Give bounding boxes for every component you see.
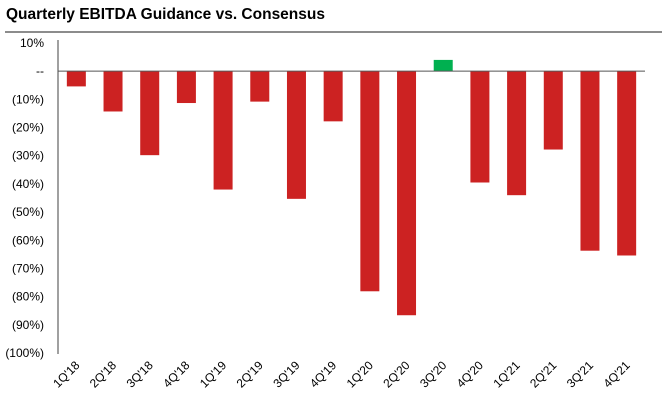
bar-2Q20 [397, 71, 417, 316]
bar-3Q18 [140, 71, 160, 156]
chart-title: Quarterly EBITDA Guidance vs. Consensus [6, 6, 325, 23]
x-tick-label: 1Q'19 [197, 358, 230, 391]
x-tick-label: 1Q'20 [344, 358, 377, 391]
x-tick-label: 2Q'20 [380, 358, 413, 391]
y-tick-label: -- [36, 64, 44, 78]
x-tick-label: 2Q'19 [234, 358, 267, 391]
y-tick-label: (10%) [12, 92, 44, 106]
title-divider [5, 31, 662, 33]
bar-4Q19 [323, 71, 343, 122]
x-tick-label: 3Q'21 [564, 358, 597, 391]
x-tick-label: 1Q'18 [50, 358, 83, 391]
x-tick-label: 4Q'18 [160, 358, 193, 391]
x-tick-label: 3Q'20 [417, 358, 450, 391]
x-tick-label: 4Q'20 [454, 358, 487, 391]
bar-3Q21 [580, 71, 600, 251]
x-tick-label: 3Q'18 [124, 358, 157, 391]
bar-1Q21 [507, 71, 527, 196]
bar-4Q20 [470, 71, 490, 183]
x-tick-label: 3Q'19 [270, 358, 303, 391]
y-tick-label: (20%) [12, 121, 44, 135]
bar-1Q19 [213, 71, 233, 190]
bar-4Q18 [176, 71, 196, 104]
x-tick-label: 4Q'21 [600, 358, 633, 391]
x-tick-label: 1Q'21 [490, 358, 523, 391]
x-tick-label: 2Q'18 [87, 358, 120, 391]
x-tick-label: 4Q'19 [307, 358, 340, 391]
bar-2Q21 [543, 71, 563, 150]
x-tick-label: 2Q'21 [527, 358, 560, 391]
bar-2Q18 [103, 71, 123, 112]
bar-4Q21 [617, 71, 637, 256]
y-tick-label: (50%) [12, 205, 44, 219]
y-tick-label: (30%) [12, 149, 44, 163]
y-tick-label: (40%) [12, 177, 44, 191]
y-tick-label: (60%) [12, 233, 44, 247]
bar-1Q18 [66, 71, 86, 87]
bar-3Q19 [286, 71, 306, 199]
bar-1Q20 [360, 71, 380, 292]
y-tick-label: 10% [20, 36, 44, 50]
y-tick-label: (90%) [12, 318, 44, 332]
y-tick-label: (100%) [5, 346, 44, 360]
y-tick-label: (70%) [12, 261, 44, 275]
bar-2Q19 [250, 71, 270, 102]
y-tick-label: (80%) [12, 290, 44, 304]
bar-3Q20 [433, 59, 453, 72]
